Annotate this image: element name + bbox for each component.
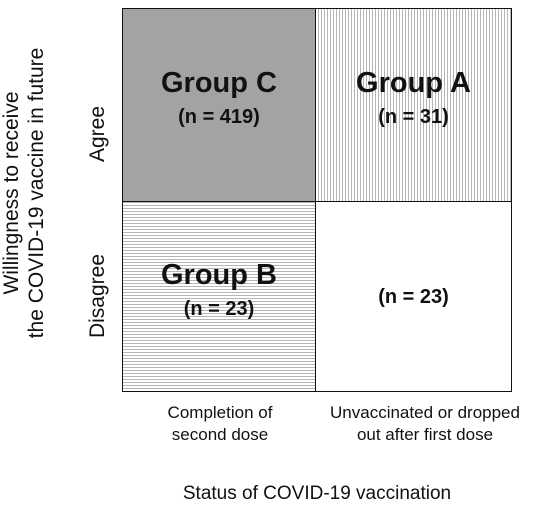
y-axis-title-line1: Willingness to receive [0,91,23,295]
group-c-name: Group C [161,67,277,99]
x-axis-title: Status of COVID-19 vaccination [182,483,452,504]
column-label-unvaccinated-line1: Unvaccinated or dropped [330,403,520,422]
group-b-name: Group B [161,258,277,291]
column-label-completion-line1: Completion of [167,403,273,422]
row-label-disagree-text: Disagree [86,253,109,339]
cell-group-b: Group B (n = 23) [123,202,316,391]
group-b-count: (n = 23) [183,297,255,320]
quadrant-grid: Group C (n = 419) Group A (n = 31) Group… [122,8,512,392]
column-label-unvaccinated: Unvaccinated or dropped out after first … [300,402,550,446]
y-axis-title-line2: the COVID-19 vaccine in future [25,47,48,339]
group-c-count: (n = 419) [178,106,260,128]
column-label-unvaccinated-line2: out after first dose [356,425,494,444]
column-label-completion-line2: second dose [171,425,269,444]
cell-group-a: Group A (n = 31) [316,9,511,202]
group-a-count: (n = 31) [378,106,449,128]
unlabeled-count: (n = 23) [378,285,449,308]
group-a-name: Group A [356,67,471,99]
cell-unlabeled: (n = 23) [316,202,511,391]
cell-group-c: Group C (n = 419) [123,9,316,202]
column-label-completion: Completion of second dose [140,402,300,446]
row-label-agree-text: Agree [86,105,109,163]
